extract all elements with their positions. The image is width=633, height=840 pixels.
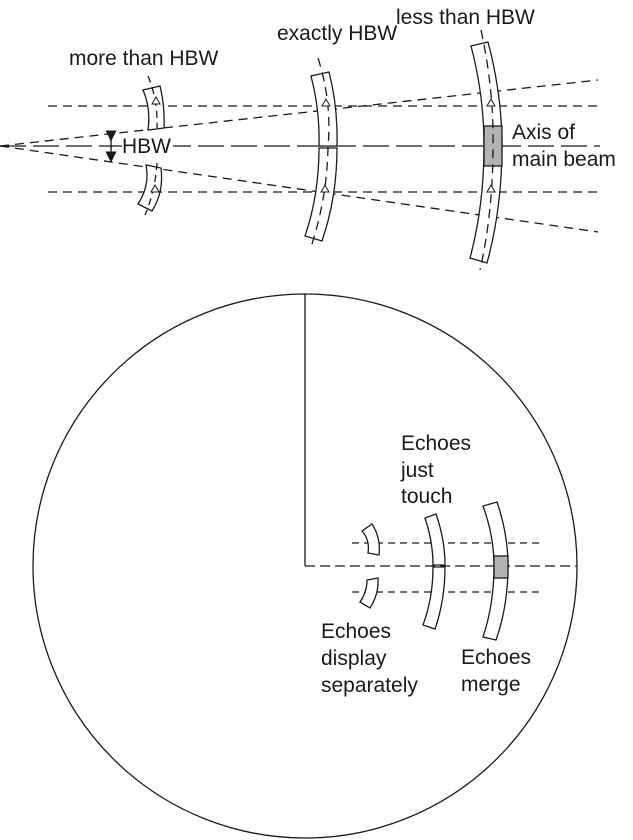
ppi-echo-sep-upper: [361, 523, 380, 556]
echo-arc-lower-exact: [304, 147, 338, 242]
label-separate-line1: Echoes: [321, 620, 392, 643]
ppi-echo-sep-lower: [359, 577, 379, 609]
label-separate-line3: separately: [321, 674, 418, 697]
label-exactly-hbw: exactly HBW: [277, 22, 398, 45]
beam-lower-edge: [0, 145, 599, 233]
target-marker-3a: [486, 97, 496, 107]
label-merge-line1: Echoes: [461, 646, 532, 669]
label-more-than-hbw: more than HBW: [69, 47, 219, 70]
echo-group-exactly-hbw: [304, 57, 338, 251]
label-hbw: HBW: [122, 135, 173, 159]
label-touch-line3: touch: [401, 485, 453, 508]
echo-group-more-than-hbw: [137, 75, 165, 216]
ppi-merged-shade: [493, 555, 509, 579]
label-axis-line1: Axis of: [512, 121, 576, 144]
label-merge-line2: merge: [461, 673, 521, 696]
ppi-echoes-separate: [359, 523, 380, 609]
beam-upper-edge: [0, 79, 599, 147]
merged-overlap-shade: [483, 125, 503, 167]
echo-center-dash-3: [479, 29, 494, 271]
echo-arc-upper-small: [142, 85, 165, 131]
target-marker-1b: [150, 183, 160, 193]
label-touch-line2: just: [401, 459, 434, 482]
target-marker-2a: [321, 97, 331, 107]
echo-arc-upper-exact: [310, 71, 338, 147]
target-marker-2b: [320, 183, 330, 193]
echo-group-less-than-hbw: [469, 29, 503, 271]
echo-center-dash-2: [309, 57, 330, 251]
label-separate-line2: display: [321, 647, 387, 670]
ppi-echo-touch-lower: [422, 566, 446, 630]
label-less-than-hbw: less than HBW: [396, 6, 535, 29]
target-marker-1a: [151, 95, 161, 105]
label-axis-line2: main beam: [512, 148, 616, 171]
ppi-echo-touch-upper: [424, 513, 446, 566]
ppi-echoes-touch: [422, 513, 446, 630]
ppi-echoes-merge: [482, 501, 509, 641]
label-touch-line1: Echoes: [401, 432, 472, 455]
target-marker-3b: [486, 183, 496, 193]
top-beam-diagram: [0, 29, 600, 271]
ppi-display: [32, 293, 578, 839]
